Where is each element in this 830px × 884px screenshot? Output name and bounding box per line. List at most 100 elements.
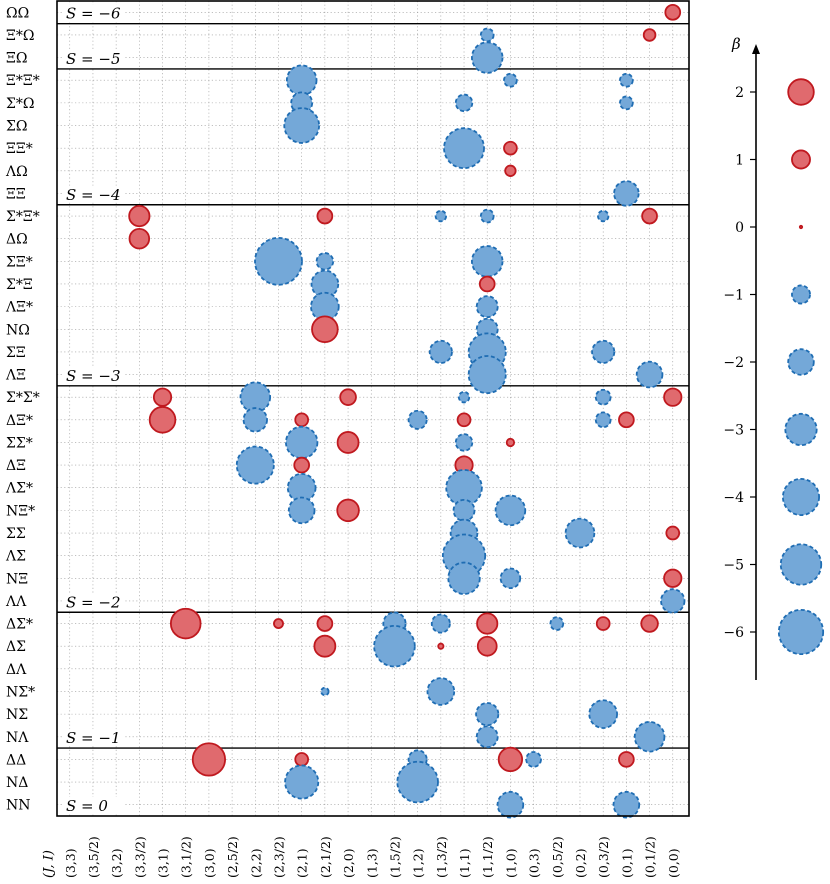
bubble-point: [664, 3, 682, 21]
bubble-point: [437, 642, 445, 650]
bubble-point: [641, 207, 658, 225]
y-tick-label: ΣΣ: [6, 526, 26, 542]
bubble-point: [503, 140, 518, 156]
bubble-point: [594, 411, 612, 429]
bubble-point: [475, 702, 500, 727]
x-tick-label: (3,5/2): [86, 836, 101, 878]
sector-label: S = 0: [66, 797, 108, 815]
bubble-point: [525, 751, 542, 768]
bubble-point: [504, 164, 517, 177]
sector-separators: S = −6 S = −5 S = −4 S = −3 S = −2 S = −1 S = …: [57, 4, 689, 815]
x-tick-label: (0,1/2): [643, 836, 658, 878]
bubble-point: [293, 456, 311, 474]
sector-label-bg: [63, 593, 125, 611]
bubble-point: [497, 746, 524, 773]
y-tick-label: NΛ: [6, 730, 29, 746]
sector-label-bg: [63, 729, 125, 747]
x-tick-label: (3,3): [63, 848, 78, 878]
y-tick-label: NΣ: [6, 707, 28, 723]
bubble-point: [396, 760, 439, 804]
bubble-point: [467, 355, 507, 395]
bubble-point: [633, 721, 666, 753]
x-tick-label: (3,3/2): [132, 836, 147, 878]
bubble-point: [591, 339, 616, 364]
bubble-point: [496, 790, 525, 819]
bubble-point: [613, 180, 640, 207]
bubble-point: [169, 607, 202, 640]
legend-bubble: [791, 284, 811, 305]
bubble-point: [316, 615, 334, 632]
bubble-point: [476, 635, 498, 657]
bubble-point: [254, 236, 303, 286]
y-tick-label: ΛΛ: [5, 594, 27, 610]
y-tick-label: Σ*Ξ: [6, 277, 33, 293]
sector-label-bg: [63, 366, 125, 384]
bubble-point: [273, 618, 284, 630]
bubble-point: [456, 412, 472, 428]
y-tick-label: Σ*Σ*: [6, 390, 40, 406]
x-tick-label: (1,1): [457, 848, 472, 878]
bubble-point: [618, 411, 635, 429]
legend-bubble: [787, 348, 815, 376]
bubble-point: [640, 614, 659, 633]
x-tick-label: (2,0): [341, 848, 356, 878]
bubble-point: [430, 613, 451, 634]
bubble-point: [663, 568, 683, 588]
bubble-point: [499, 567, 522, 590]
legend-bubble: [787, 78, 815, 106]
x-tick-label: (2,1): [295, 848, 310, 878]
x-tick-label: (1,3): [364, 848, 379, 878]
bubble-point: [285, 425, 319, 460]
legend-bubble: [777, 608, 825, 656]
bubble-point: [294, 752, 310, 767]
legend-tick-label: −3: [723, 423, 744, 439]
sector-label: S = −4: [66, 186, 121, 204]
bubble-point: [597, 209, 610, 223]
bubble-point: [313, 634, 337, 658]
bubble-point: [471, 245, 504, 278]
x-axis-labels: (J, I) (3,3) (3,5/2) (3,2) (3,3/2) (3,1) (3,1/…: [41, 836, 680, 878]
bubble-point: [426, 677, 456, 706]
bubble-point: [505, 437, 516, 448]
bubble-point: [285, 64, 318, 96]
bubble-point: [564, 517, 596, 549]
x-tick-label: (1,3/2): [434, 836, 449, 878]
legend-title: β: [731, 35, 741, 53]
grid: [57, 1, 689, 816]
y-tick-label: ΛΩ: [5, 164, 28, 180]
sector-label: S = −1: [66, 729, 121, 747]
x-tick-label: (1,2): [411, 848, 426, 878]
bubble-point: [476, 612, 499, 635]
y-tick-label: NN: [6, 798, 31, 814]
bubble-point: [407, 409, 428, 430]
y-tick-label: ΔΔ: [6, 752, 26, 768]
y-tick-label: NΩ: [6, 322, 30, 338]
x-tick-label: (2,5/2): [225, 836, 240, 878]
y-tick-label: NΣ*: [6, 684, 35, 700]
bubble-point: [152, 387, 173, 407]
bubble-point: [294, 412, 310, 428]
bubble-point: [454, 93, 474, 113]
x-tick-label: (2,2): [248, 848, 263, 878]
x-axis-title: (J, I): [41, 850, 56, 878]
bubble-point: [595, 616, 611, 631]
bubble-point: [428, 339, 453, 364]
bubble-point: [339, 388, 357, 406]
y-tick-label: NΞ*: [6, 503, 35, 519]
y-axis-labels: ΩΩ Ξ*Ω ΞΩ Ξ*Ξ* Σ*Ω ΣΩ ΞΞ* ΛΩ ΞΞ Σ*Ξ* ΔΩ ΣΞ* Σ*Ξ ΛΞ* NΩ…: [5, 5, 40, 813]
y-tick-label: ΣΩ: [6, 119, 28, 135]
bubble-point: [128, 227, 151, 250]
legend-tick-label: −4: [723, 490, 744, 506]
bubble-point: [284, 764, 320, 800]
sector-label: S = −6: [66, 5, 121, 23]
bubble-point: [642, 28, 657, 42]
y-tick-label: ΣΞ: [6, 345, 26, 361]
y-tick-label: Ξ*Ξ*: [6, 73, 40, 89]
y-tick-label: ΣΞ*: [6, 254, 33, 270]
x-tick-label: (3,1): [156, 848, 171, 878]
bubble-point: [471, 41, 504, 74]
y-tick-label: ΛΣ*: [5, 481, 33, 497]
x-tick-label: (0,3/2): [596, 836, 611, 878]
bubble-point: [479, 27, 495, 43]
